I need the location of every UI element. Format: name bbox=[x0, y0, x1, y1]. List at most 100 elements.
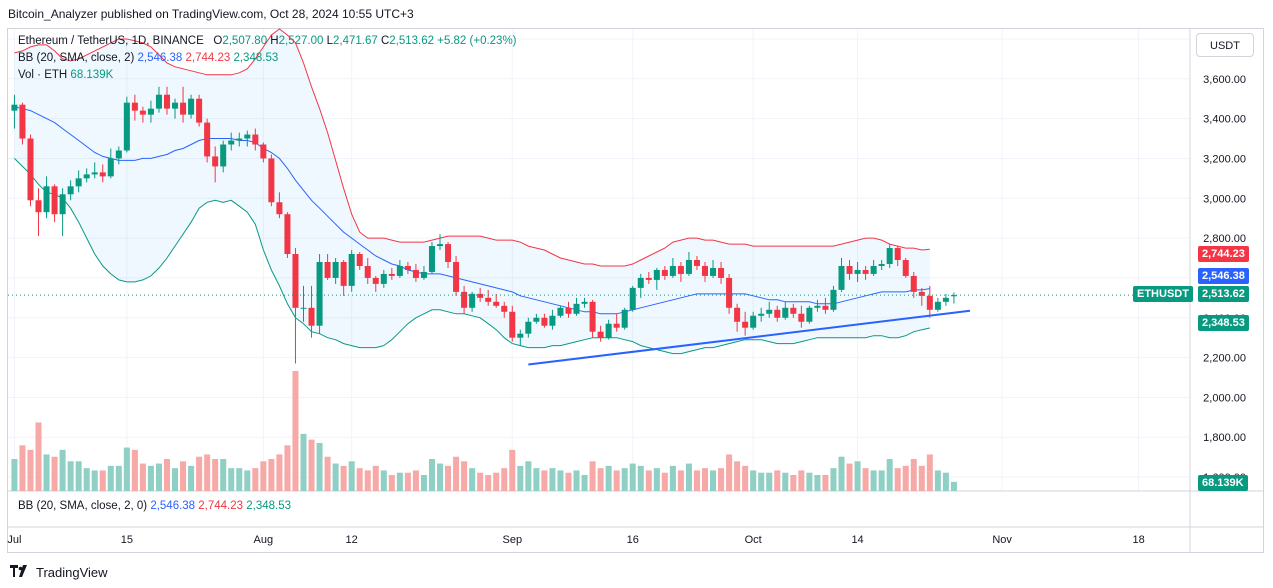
volume-bar bbox=[758, 472, 765, 491]
candle-body bbox=[75, 178, 82, 187]
volume-bar bbox=[220, 459, 227, 491]
volume-bar bbox=[693, 470, 700, 491]
candle-body bbox=[910, 275, 917, 292]
candle bbox=[284, 212, 291, 259]
vol-value: 68.139K bbox=[70, 69, 114, 81]
volume-bar bbox=[396, 472, 403, 491]
chart-frame bbox=[7, 28, 1264, 553]
candle-body bbox=[718, 267, 725, 278]
volume-bar bbox=[629, 463, 636, 491]
candle bbox=[11, 94, 18, 129]
candle-body bbox=[380, 273, 387, 284]
candle-body bbox=[758, 313, 765, 316]
vol-legend[interactable]: Vol · ETH 68.139K bbox=[18, 69, 113, 81]
volume-bar bbox=[27, 449, 34, 491]
publish-info: Bitcoin_Analyzer published on TradingVie… bbox=[8, 7, 414, 21]
pane2-bb-mid: 2,546.38 bbox=[150, 500, 196, 512]
bb-legend[interactable]: BB (20, SMA, close, 2) 2,546.38 2,744.23… bbox=[18, 52, 278, 64]
candle-body bbox=[212, 156, 219, 167]
candle bbox=[693, 256, 700, 270]
candle-body bbox=[862, 269, 869, 274]
volume-bar bbox=[59, 449, 66, 491]
volume-bar bbox=[557, 470, 564, 491]
candle bbox=[420, 265, 427, 280]
volume-bar bbox=[934, 470, 941, 491]
volume-bar bbox=[742, 465, 749, 491]
candle bbox=[260, 142, 267, 163]
volume-bar bbox=[766, 472, 773, 491]
volume-bar bbox=[862, 468, 869, 491]
candle-body bbox=[43, 186, 50, 213]
candle bbox=[75, 170, 82, 193]
candle-body bbox=[838, 265, 845, 290]
volume-bar bbox=[123, 447, 130, 491]
candle-body bbox=[886, 248, 893, 264]
candle-body bbox=[59, 194, 66, 215]
candle bbox=[356, 252, 363, 270]
candle bbox=[364, 258, 371, 284]
candle-body bbox=[348, 254, 355, 286]
candle bbox=[790, 303, 797, 318]
symbol-legend: Ethereum / TetherUS, 1D, BINANCE O2,507.… bbox=[18, 35, 517, 47]
volume-bar bbox=[750, 470, 757, 491]
candle bbox=[902, 258, 909, 278]
volume-bar bbox=[605, 465, 612, 491]
price-badge: 2,513.62 bbox=[1198, 286, 1249, 302]
candle-body bbox=[123, 102, 130, 151]
volume-bar bbox=[942, 472, 949, 491]
volume-bar bbox=[75, 461, 82, 491]
bb-fill bbox=[14, 29, 930, 354]
candle bbox=[388, 267, 395, 280]
candle-body bbox=[701, 265, 709, 276]
volume-bar bbox=[645, 470, 652, 491]
volume-bar bbox=[188, 465, 195, 491]
candle bbox=[629, 285, 636, 312]
volume-bar bbox=[83, 468, 90, 491]
candle-body bbox=[220, 144, 227, 167]
volume-bar bbox=[910, 459, 917, 491]
candle-body bbox=[107, 158, 114, 177]
support-trendline bbox=[528, 309, 971, 366]
volume-bar bbox=[364, 470, 371, 491]
volume-bar bbox=[155, 463, 162, 491]
volume-bar bbox=[284, 445, 291, 491]
footer-brand[interactable]: TradingView bbox=[10, 564, 108, 580]
candle-body bbox=[902, 260, 909, 276]
candle-body bbox=[613, 323, 620, 328]
volume-bar bbox=[196, 456, 203, 491]
candle bbox=[846, 260, 853, 280]
candle-body bbox=[276, 202, 283, 215]
x-tick-label: Nov bbox=[992, 534, 1012, 546]
volume-bar bbox=[228, 468, 235, 491]
volume-bar bbox=[469, 468, 476, 491]
candle-body bbox=[147, 108, 154, 115]
change-value: +5.82 (+0.23%) bbox=[437, 35, 517, 47]
volume-bar bbox=[669, 465, 676, 491]
x-tick-label: 14 bbox=[851, 534, 863, 546]
currency-button[interactable]: USDT bbox=[1196, 33, 1254, 57]
candle-body bbox=[854, 269, 861, 274]
volume-bar bbox=[453, 456, 460, 491]
candle-body bbox=[292, 254, 299, 308]
x-tick-label: 18 bbox=[1132, 534, 1144, 546]
volume-bar bbox=[509, 449, 516, 491]
pane2-legend[interactable]: BB (20, SMA, close, 2, 0) 2,546.38 2,744… bbox=[18, 500, 291, 512]
y-tick-label: 2,800.00 bbox=[1203, 233, 1246, 245]
candle-body bbox=[316, 261, 323, 326]
candle-body bbox=[396, 265, 403, 276]
candle bbox=[926, 285, 933, 318]
candle bbox=[453, 256, 460, 296]
candle-body bbox=[155, 94, 162, 109]
candle-body bbox=[645, 277, 652, 280]
volume-bar bbox=[870, 470, 877, 491]
ticker-badge: ETHUSDT bbox=[1133, 286, 1193, 302]
symbol-name[interactable]: Ethereum / TetherUS, 1D, BINANCE bbox=[18, 35, 204, 47]
candle bbox=[461, 285, 468, 314]
candle-body bbox=[308, 307, 315, 326]
candle bbox=[669, 258, 676, 278]
candle-body bbox=[653, 269, 660, 280]
candle-body bbox=[172, 102, 179, 109]
candle bbox=[573, 297, 580, 316]
volume-bar bbox=[204, 454, 211, 491]
